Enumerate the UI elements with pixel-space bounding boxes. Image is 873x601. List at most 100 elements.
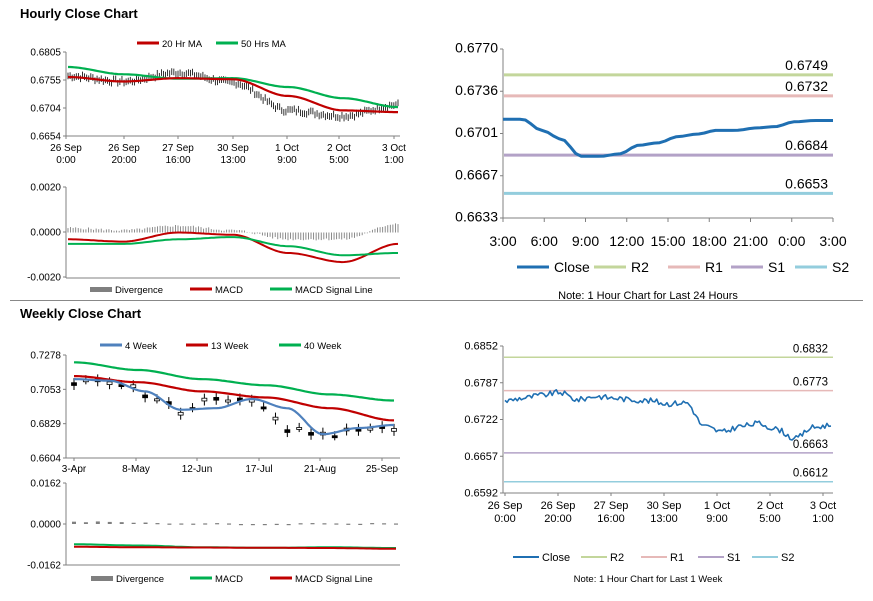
- weekly-price-x-tick-label: 3-Apr: [62, 464, 87, 475]
- hourly-price-x-tick-label: 30 Sep: [217, 143, 249, 154]
- weekly-divergence-bar: [203, 523, 208, 525]
- hourly-pivot-legend-label: R1: [705, 259, 723, 275]
- weekly-divergence-bar: [322, 523, 327, 525]
- weekly-pivot-legend-label: S2: [781, 552, 794, 564]
- hourly-pivot-y-tick-label: 0.6667: [455, 166, 498, 182]
- weekly-divergence-bar: [83, 522, 88, 524]
- weekly-candle-body: [213, 397, 220, 401]
- weekly-divergence-bar: [346, 523, 351, 525]
- weekly-pivot-x-tick-label: 3 Oct: [810, 500, 836, 512]
- weekly-pivot-y-tick-label: 0.6852: [464, 341, 498, 353]
- weekly-divergence-bar: [119, 522, 124, 524]
- weekly-candle-body: [391, 428, 397, 432]
- hourly-pivot-legend-label: S2: [832, 259, 849, 275]
- weekly-pivot-x-tick-label: 26 Sep: [541, 500, 576, 512]
- weekly-divergence-bar: [227, 523, 232, 525]
- weekly-candle-body: [284, 429, 291, 433]
- weekly-divergence-bar: [394, 523, 398, 525]
- weekly-legend-divergence-swatch: [91, 576, 113, 581]
- weekly-divergence-bar: [334, 523, 339, 525]
- weekly-section-title: Weekly Close Chart: [20, 306, 142, 321]
- hourly-price-x-tick-label: 9:00: [277, 155, 297, 166]
- hourly-macd-y-tick-label: 0.0000: [30, 228, 61, 239]
- hourly-price-x-tick-label: 2 Oct: [327, 143, 351, 154]
- hourly-price-y-tick-label: 0.6704: [30, 104, 61, 115]
- weekly-candle-body: [260, 406, 267, 410]
- weekly-pivot-legend-label: R1: [670, 552, 684, 564]
- weekly-pivot-x-tick-label: 2 Oct: [757, 500, 783, 512]
- hourly-price-x-tick-label: 27 Sep: [162, 143, 194, 154]
- hourly-pivot-x-tick-label: 15:00: [650, 233, 685, 249]
- hourly-price-x-tick-label: 26 Sep: [50, 143, 82, 154]
- weekly-divergence-bar: [262, 524, 267, 526]
- weekly-divergence-bar: [72, 521, 76, 524]
- hourly-pivot-legend-label: R2: [631, 259, 649, 275]
- hourly-legend-macd-label: MACD: [215, 285, 243, 296]
- weekly-divergence-bar: [370, 523, 375, 525]
- hourly-macd-y-tick-label: 0.0020: [30, 183, 61, 194]
- weekly-candle-body: [296, 427, 303, 430]
- weekly-candle-body: [201, 397, 208, 402]
- weekly-divergence-bar: [274, 523, 279, 526]
- hourly-pivot-x-tick-label: 3:00: [819, 233, 846, 249]
- weekly-pivot-y-tick-label: 0.6657: [464, 451, 498, 463]
- hourly-signal-line: [68, 236, 398, 257]
- hourly-pivot-x-tick-label: 12:00: [609, 233, 644, 249]
- weekly-price-y-tick-label: 0.7053: [30, 385, 61, 396]
- hourly-legend-20hr-label: 20 Hr MA: [162, 39, 203, 50]
- hourly-pivot-note: Note: 1 Hour Chart for Last 24 Hours: [558, 290, 738, 302]
- weekly-pivot-x-tick-label: 1 Oct: [704, 500, 730, 512]
- hourly-legend-divergence-swatch: [90, 287, 112, 292]
- weekly-macd-y-tick-label: -0.0162: [27, 561, 61, 572]
- hourly-price-x-tick-label: 1 Oct: [275, 143, 299, 154]
- weekly-pivot-legend-label: R2: [610, 552, 624, 564]
- weekly-divergence-bar: [155, 523, 160, 525]
- hourly-pivot-x-tick-label: 9:00: [572, 233, 599, 249]
- weekly-pivot-legend-label: Close: [542, 552, 570, 564]
- hourly-price-x-tick-label: 1:00: [384, 155, 404, 166]
- hourly-pivot-y-tick-label: 0.6701: [455, 124, 498, 140]
- weekly-divergence-bar: [191, 523, 196, 525]
- weekly-pivot-note: Note: 1 Hour Chart for Last 1 Week: [574, 574, 723, 585]
- hourly-price-x-tick-label: 13:00: [220, 155, 245, 166]
- weekly-pivot-x-tick-label: 27 Sep: [594, 500, 629, 512]
- weekly-legend-40w-label: 40 Week: [304, 341, 342, 352]
- weekly-legend-13w-label: 13 Week: [211, 341, 249, 352]
- weekly-divergence-bar: [286, 524, 291, 526]
- weekly-pivot-x-tick-label: 13:00: [650, 513, 678, 525]
- hourly-pivot-y-tick-label: 0.6736: [455, 82, 498, 98]
- hourly-pivot-legend-label: S1: [768, 259, 785, 275]
- hourly-20hr-ma-line: [67, 75, 398, 114]
- hourly-price-y-tick-label: 0.6805: [30, 48, 61, 59]
- weekly-pivot-r1-value: 0.6773: [793, 377, 828, 389]
- weekly-pivot-r2-value: 0.6832: [793, 343, 828, 355]
- hourly-price-x-tick-label: 0:00: [56, 155, 76, 166]
- hourly-pivot-x-tick-label: 0:00: [778, 233, 805, 249]
- weekly-13w-line: [74, 375, 395, 422]
- weekly-4w-line: [73, 378, 394, 436]
- weekly-price-y-tick-label: 0.6829: [30, 419, 61, 430]
- hourly-pivot-x-tick-label: 6:00: [531, 233, 558, 249]
- hourly-price-y-tick-label: 0.6755: [30, 76, 61, 87]
- weekly-pivot-x-tick-label: 5:00: [759, 513, 780, 525]
- weekly-pivot-s1-value: 0.6663: [793, 439, 828, 451]
- hourly-price-x-tick-label: 20:00: [111, 155, 136, 166]
- weekly-pivot-x-tick-label: 26 Sep: [488, 500, 523, 512]
- hourly-price-y-tick-label: 0.6654: [30, 132, 61, 143]
- weekly-pivot-x-tick-label: 0:00: [494, 513, 515, 525]
- hourly-pivot-y-tick-label: 0.6633: [455, 209, 498, 225]
- hourly-pivot-s1-value: 0.6684: [785, 137, 828, 153]
- weekly-legend-macd-label: MACD: [215, 574, 243, 585]
- weekly-divergence-bar: [382, 523, 387, 525]
- weekly-divergence-bar: [179, 523, 184, 525]
- weekly-divergence-bar: [310, 523, 315, 525]
- weekly-pivot-s2-value: 0.6612: [793, 468, 828, 480]
- weekly-divergence-bar: [298, 523, 303, 525]
- weekly-macd-y-tick-label: 0.0000: [30, 520, 61, 531]
- hourly-macd-line: [68, 231, 399, 264]
- weekly-candle-body: [142, 394, 149, 399]
- weekly-candle-body: [272, 416, 279, 421]
- weekly-candle-body: [331, 435, 338, 439]
- weekly-pivot-x-tick-label: 9:00: [706, 513, 727, 525]
